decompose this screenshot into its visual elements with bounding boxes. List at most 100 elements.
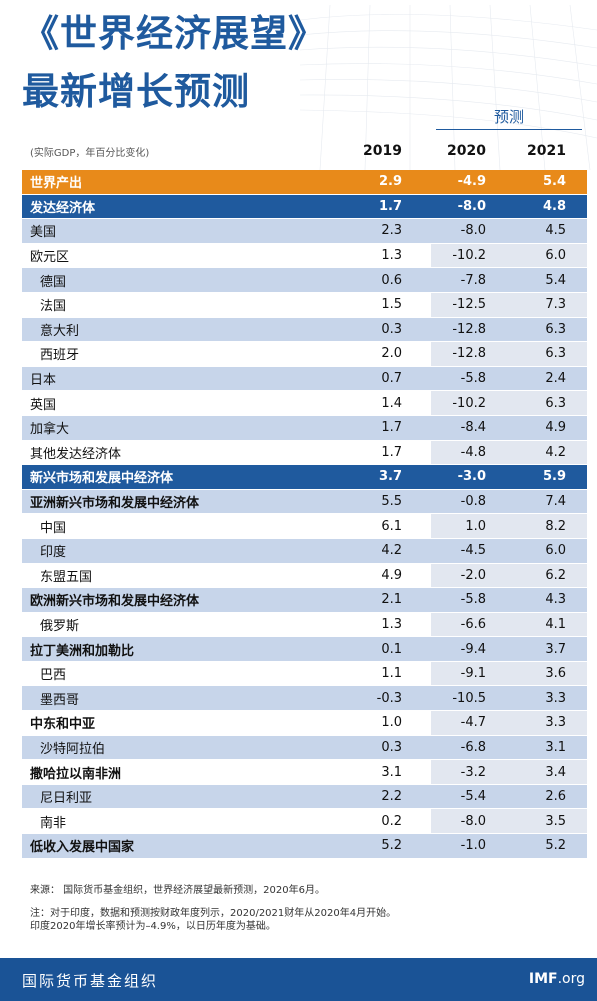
table-row: 欧洲新兴市场和发展中经济体 2.1 -5.8 4.3 [22, 588, 587, 613]
table-row: 美国 2.3 -8.0 4.5 [22, 219, 587, 244]
value-cell-2019: 1.5 [381, 297, 402, 313]
table-row: 亚洲新兴市场和发展中经济体 5.5 -0.8 7.4 [22, 489, 587, 515]
value-cell-2021: 6.0 [545, 543, 566, 559]
value-cell-2020: -1.0 [460, 838, 486, 854]
imf-website-link[interactable]: IMF.org [529, 971, 585, 987]
value-cell-2020: -7.8 [460, 272, 486, 288]
unit-note: (实际GDP，年百分比变化) [30, 148, 150, 159]
row-label: 亚洲新兴市场和发展中经济体 [30, 496, 200, 512]
value-cell-2020: -4.7 [460, 715, 486, 731]
table-row: 南非 0.2 -8.0 3.5 [22, 809, 587, 835]
table-row: 西班牙 2.0 -12.8 6.3 [22, 342, 587, 367]
value-cell-2019: 0.7 [381, 371, 402, 387]
row-label: 欧洲新兴市场和发展中经济体 [30, 594, 200, 610]
value-cell-2019: 1.3 [381, 248, 402, 264]
table-row: 意大利 0.3 -12.8 6.3 [22, 317, 587, 343]
value-cell-2021: 3.5 [545, 813, 566, 829]
table-row: 撒哈拉以南非洲 3.1 -3.2 3.4 [22, 760, 587, 785]
value-cell-2020: -9.4 [460, 641, 486, 657]
row-label: 巴西 [40, 668, 67, 684]
value-cell-2021: 2.4 [545, 371, 566, 387]
value-cell-2021: 3.3 [545, 690, 566, 706]
value-cell-2019: 1.1 [381, 666, 402, 682]
row-label: 发达经济体 [30, 200, 96, 216]
row-label: 世界产出 [30, 176, 83, 192]
value-cell-2019: 2.0 [381, 346, 402, 362]
forecast-divider [436, 129, 582, 130]
row-label: 俄罗斯 [40, 618, 80, 634]
value-cell-2020: -5.8 [460, 592, 486, 608]
value-cell-2020: -8.4 [460, 420, 486, 436]
value-cell-2019: 3.7 [378, 469, 402, 485]
table-row: 发达经济体 1.7 -8.0 4.8 [22, 194, 587, 220]
table-row: 加拿大 1.7 -8.4 4.9 [22, 415, 587, 441]
value-cell-2020: -4.5 [460, 543, 486, 559]
value-cell-2019: 4.2 [381, 543, 402, 559]
value-cell-2021: 7.3 [545, 297, 566, 313]
column-header-2021: 2021 [527, 143, 566, 159]
value-cell-2019: 2.1 [381, 592, 402, 608]
value-cell-2020: -5.8 [460, 371, 486, 387]
value-cell-2021: 6.3 [545, 395, 566, 411]
imf-logo-text: IMF [528, 971, 558, 987]
row-label: 尼日利亚 [40, 791, 93, 807]
footer-notes: 来源： 国际货币基金组织，世界经济展望最新预测，2020年6月。 注：对于印度，… [30, 884, 396, 933]
value-cell-2019: 0.2 [381, 813, 402, 829]
row-label: 英国 [30, 397, 57, 413]
table-row: 尼日利亚 2.2 -5.4 2.6 [22, 784, 587, 810]
value-cell-2021: 5.9 [542, 469, 566, 485]
row-label: 美国 [30, 225, 57, 241]
table-row: 德国 0.6 -7.8 5.4 [22, 268, 587, 293]
value-cell-2019: 0.3 [381, 739, 402, 755]
value-cell-2021: 4.3 [545, 592, 566, 608]
value-cell-2020: -10.2 [452, 395, 486, 411]
row-label: 南非 [40, 815, 67, 831]
value-cell-2019: 2.2 [381, 789, 402, 805]
row-label: 沙特阿拉伯 [40, 741, 106, 757]
table-row: 新兴市场和发展中经济体 3.7 -3.0 5.9 [22, 465, 587, 490]
value-cell-2021: 7.4 [545, 494, 566, 510]
value-cell-2019: 6.1 [381, 518, 402, 534]
value-cell-2019: 3.1 [381, 764, 402, 780]
org-name: 国际货币基金组织 [22, 972, 159, 990]
imf-domain-text: .org [557, 971, 585, 987]
value-cell-2020: -10.2 [452, 248, 486, 264]
row-label: 拉丁美洲和加勒比 [30, 643, 135, 659]
footnote-line1: 注：对于印度，数据和预测按财政年度列示，2020/2021财年从2020年4月开… [30, 908, 397, 919]
value-cell-2020: -8.0 [460, 223, 486, 239]
table-row: 英国 1.4 -10.2 6.3 [22, 391, 587, 416]
table-row: 中东和中亚 1.0 -4.7 3.3 [22, 711, 587, 736]
column-header-2020: 2020 [447, 143, 486, 159]
table-row: 欧元区 1.3 -10.2 6.0 [22, 244, 587, 269]
value-cell-2021: 8.2 [545, 518, 566, 534]
value-cell-2021: 3.4 [545, 764, 566, 780]
value-cell-2020: -8.0 [460, 813, 486, 829]
value-cell-2020: -6.8 [460, 739, 486, 755]
table-row: 俄罗斯 1.3 -6.6 4.1 [22, 613, 587, 638]
value-cell-2019: 1.4 [381, 395, 402, 411]
value-cell-2020: -2.0 [460, 567, 486, 583]
data-table: 世界产出 2.9 -4.9 5.4 发达经济体 1.7 -8.0 4.8 美国 2.3 -8.0 4.… [22, 170, 587, 859]
row-label: 低收入发展中国家 [30, 840, 135, 856]
value-cell-2019: 5.2 [381, 838, 402, 854]
value-cell-2021: 3.1 [545, 739, 566, 755]
value-cell-2021: 4.2 [545, 444, 566, 460]
value-cell-2021: 5.4 [542, 174, 566, 190]
row-label: 东盟五国 [40, 569, 93, 585]
value-cell-2021: 3.3 [545, 715, 566, 731]
value-cell-2021: 5.4 [545, 272, 566, 288]
row-label: 中东和中亚 [30, 717, 96, 733]
value-cell-2021: 6.3 [545, 321, 566, 337]
value-cell-2020: -12.5 [452, 297, 486, 313]
value-cell-2019: 0.1 [381, 641, 402, 657]
bottom-bar: 国际货币基金组织 IMF.org [0, 958, 597, 1001]
value-cell-2020: -8.0 [457, 198, 486, 214]
value-cell-2021: 5.2 [545, 838, 566, 854]
row-label: 法国 [40, 299, 67, 315]
value-cell-2019: 1.0 [381, 715, 402, 731]
footnote-line2: 印度2020年增长率预计为–4.9%，以日历年度为基础。 [30, 921, 276, 932]
row-label: 其他发达经济体 [30, 446, 122, 462]
value-cell-2019: 2.3 [381, 223, 402, 239]
row-label: 撒哈拉以南非洲 [30, 766, 122, 782]
